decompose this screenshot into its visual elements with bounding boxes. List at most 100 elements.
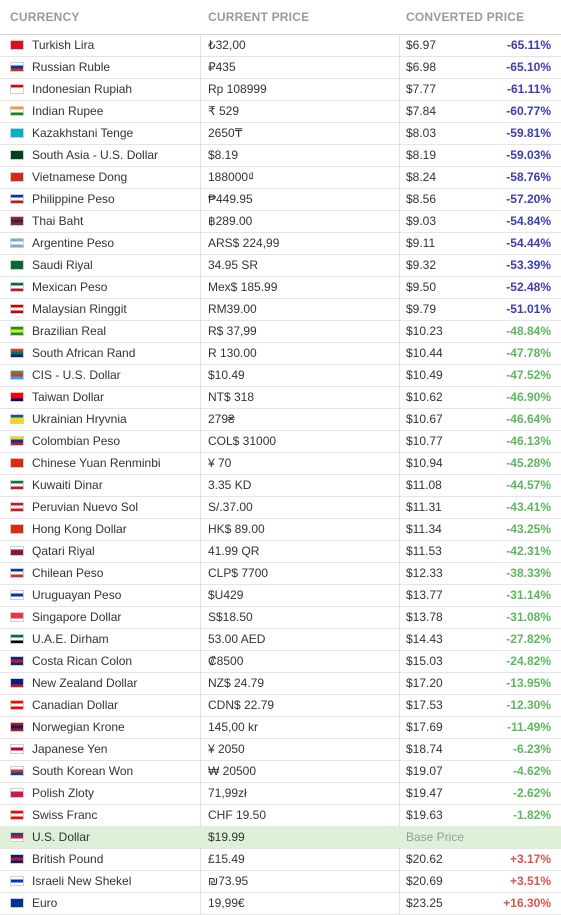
country-flag-icon [10, 348, 24, 358]
country-flag-icon [10, 722, 24, 732]
column-divider [200, 761, 201, 782]
column-divider [200, 79, 201, 100]
currency-name: Peruvian Nuevo Sol [32, 500, 139, 514]
column-divider [399, 629, 400, 650]
converted-price: $19.07 [406, 764, 443, 778]
country-flag-icon [10, 304, 24, 314]
column-divider [200, 255, 201, 276]
column-divider [399, 321, 400, 342]
country-flag-icon [10, 370, 24, 380]
country-flag-icon [10, 172, 24, 182]
table-row: Chilean Peso CLP$ 7700 $12.33 -38.33% [0, 563, 561, 585]
column-divider [200, 607, 201, 628]
percent-difference: -61.11% [506, 82, 551, 96]
percent-difference: -46.90% [506, 390, 551, 404]
table-row: Malaysian Ringgit RM39.00 $9.79 -51.01% [0, 299, 561, 321]
percent-difference: -52.48% [506, 280, 551, 294]
column-divider [399, 739, 400, 760]
table-row: British Pound £15.49 $20.62 +3.17% [0, 849, 561, 871]
column-divider [200, 453, 201, 474]
percent-difference: -45.28% [506, 456, 551, 470]
current-price: CLP$ 7700 [208, 566, 269, 580]
table-row: Philippine Peso ₱449.95 $8.56 -57.20% [0, 189, 561, 211]
converted-price: $6.98 [406, 60, 437, 74]
current-price: ฿289.00 [208, 214, 253, 228]
country-flag-icon [10, 62, 24, 72]
converted-price: $13.78 [406, 610, 443, 624]
converted-price: $11.34 [406, 522, 442, 536]
country-flag-icon [10, 854, 24, 864]
currency-name: Brazilian Real [32, 324, 107, 338]
column-divider [399, 695, 400, 716]
current-price: ¥ 2050 [208, 742, 245, 756]
table-row: Kazakhstani Tenge 2650₸ $8.03 -59.81% [0, 123, 561, 145]
column-divider [399, 497, 400, 518]
percent-difference: -46.13% [506, 434, 551, 448]
currency-name: Canadian Dollar [32, 698, 119, 712]
header-current-price[interactable]: CURRENT PRICE [208, 10, 310, 24]
converted-price: $8.03 [406, 126, 437, 140]
currency-name: U.A.E. Dirham [32, 632, 109, 646]
column-divider [399, 365, 400, 386]
column-divider [200, 211, 201, 232]
converted-price: $11.31 [406, 500, 442, 514]
converted-price: $15.03 [406, 654, 443, 668]
converted-price: $9.03 [406, 214, 437, 228]
table-row: Euro 19,99€ $23.25 +16.30% [0, 893, 561, 915]
base-price-label: Base Price [406, 830, 465, 844]
currency-name: Qatari Riyal [32, 544, 95, 558]
converted-price: $9.50 [406, 280, 437, 294]
currency-name: British Pound [32, 852, 104, 866]
column-divider [399, 255, 400, 276]
table-row: U.S. Dollar $19.99 Base Price [0, 827, 561, 849]
column-divider [399, 299, 400, 320]
table-row: Norwegian Krone 145,00 kr $17.69 -11.49% [0, 717, 561, 739]
currency-name: Chinese Yuan Renminbi [32, 456, 161, 470]
column-divider [399, 761, 400, 782]
percent-difference: -59.03% [506, 148, 551, 162]
country-flag-icon [10, 238, 24, 248]
table-row: Singapore Dollar S$18.50 $13.78 -31.08% [0, 607, 561, 629]
column-divider [399, 673, 400, 694]
column-divider [200, 431, 201, 452]
current-price: ₱449.95 [208, 192, 253, 206]
column-divider [200, 871, 201, 892]
percent-difference: -11.49% [506, 720, 551, 734]
converted-price: $8.24 [406, 170, 437, 184]
header-converted-price[interactable]: CONVERTED PRICE [406, 10, 525, 24]
column-divider [399, 79, 400, 100]
current-price: ₹ 529 [208, 104, 239, 118]
country-flag-icon [10, 502, 24, 512]
table-row: Brazilian Real R$ 37,99 $10.23 -48.84% [0, 321, 561, 343]
column-divider [200, 35, 201, 56]
country-flag-icon [10, 568, 24, 578]
column-divider [399, 167, 400, 188]
column-divider [399, 123, 400, 144]
current-price: 71,99zł [208, 786, 247, 800]
currency-name: Hong Kong Dollar [32, 522, 127, 536]
converted-price: $10.67 [406, 412, 443, 426]
country-flag-icon [10, 282, 24, 292]
percent-difference: -43.41% [506, 500, 551, 514]
converted-price: $12.33 [406, 566, 443, 580]
country-flag-icon [10, 414, 24, 424]
current-price: Rp 108999 [208, 82, 267, 96]
column-divider [399, 35, 400, 56]
currency-name: Russian Ruble [32, 60, 111, 74]
percent-difference: -54.44% [506, 236, 551, 250]
column-divider [399, 783, 400, 804]
column-divider [200, 299, 201, 320]
country-flag-icon [10, 106, 24, 116]
column-divider [399, 651, 400, 672]
column-divider [200, 519, 201, 540]
column-divider [200, 343, 201, 364]
country-flag-icon [10, 40, 24, 50]
percent-difference: -47.52% [506, 368, 551, 382]
currency-name: Indonesian Rupiah [32, 82, 133, 96]
country-flag-icon [10, 832, 24, 842]
currency-name: South African Rand [32, 346, 136, 360]
currency-name: Israeli New Shekel [32, 874, 132, 888]
header-currency[interactable]: CURRENCY [10, 10, 80, 24]
currency-name: South Korean Won [32, 764, 134, 778]
country-flag-icon [10, 898, 24, 908]
